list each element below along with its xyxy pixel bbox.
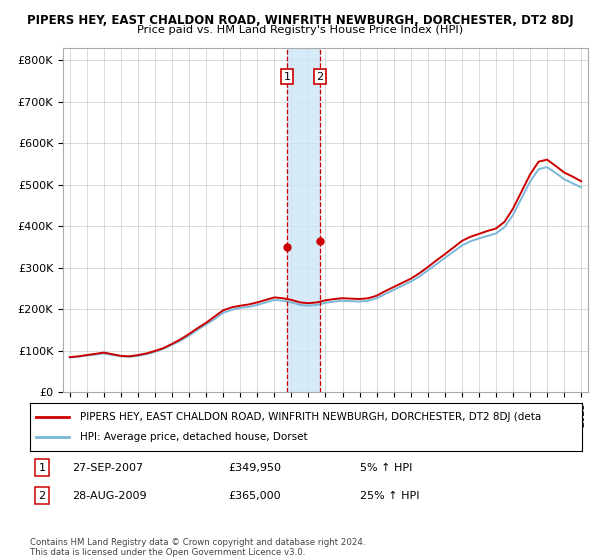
Text: PIPERS HEY, EAST CHALDON ROAD, WINFRITH NEWBURGH, DORCHESTER, DT2 8DJ: PIPERS HEY, EAST CHALDON ROAD, WINFRITH … [26,14,574,27]
Text: 1: 1 [284,72,290,82]
Text: PIPERS HEY, EAST CHALDON ROAD, WINFRITH NEWBURGH, DORCHESTER, DT2 8DJ (deta: PIPERS HEY, EAST CHALDON ROAD, WINFRITH … [80,412,541,422]
Text: 2: 2 [38,491,46,501]
Text: £349,950: £349,950 [228,463,281,473]
Text: 28-AUG-2009: 28-AUG-2009 [72,491,146,501]
Text: 2: 2 [316,72,323,82]
Text: HPI: Average price, detached house, Dorset: HPI: Average price, detached house, Dors… [80,432,307,442]
Text: 27-SEP-2007: 27-SEP-2007 [72,463,143,473]
Text: Price paid vs. HM Land Registry's House Price Index (HPI): Price paid vs. HM Land Registry's House … [137,25,463,35]
Text: £365,000: £365,000 [228,491,281,501]
Text: 5% ↑ HPI: 5% ↑ HPI [360,463,412,473]
Text: Contains HM Land Registry data © Crown copyright and database right 2024.
This d: Contains HM Land Registry data © Crown c… [30,538,365,557]
Bar [287,48,320,392]
Text: 1: 1 [38,463,46,473]
Text: 25% ↑ HPI: 25% ↑ HPI [360,491,419,501]
